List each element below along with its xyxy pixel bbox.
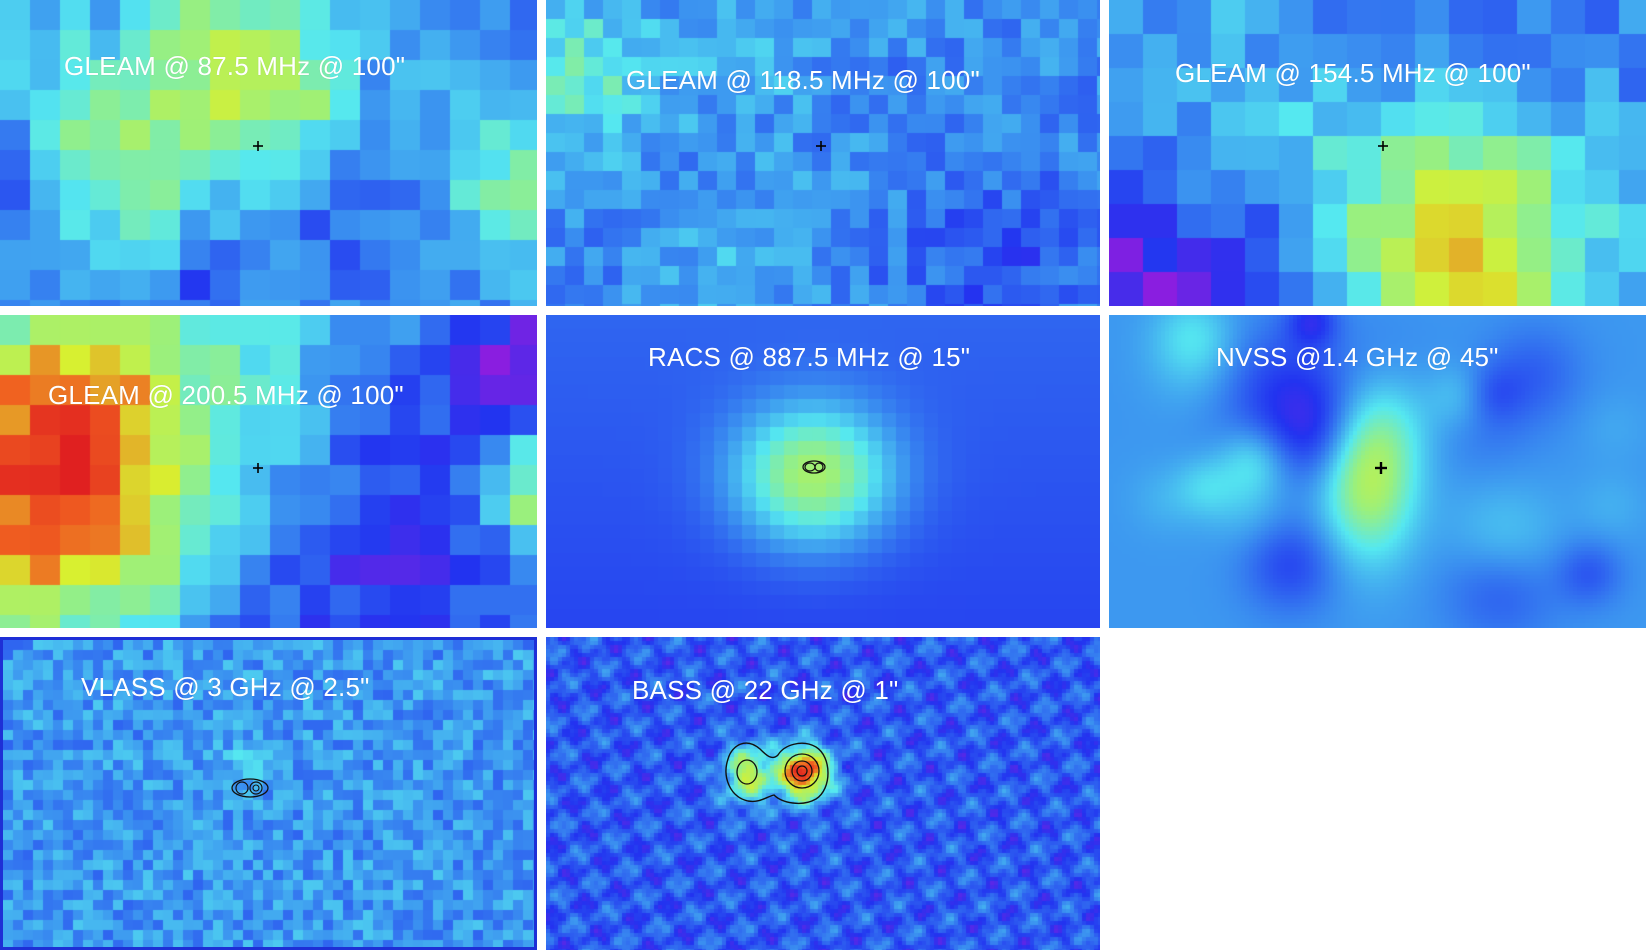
gleam-154-label: GLEAM @ 154.5 MHz @ 100" xyxy=(1175,58,1531,88)
vlass-overlay xyxy=(231,778,269,798)
contour-right-peak xyxy=(796,765,808,777)
racs-label: RACS @ 887.5 MHz @ 15" xyxy=(648,342,971,372)
racs-overlay xyxy=(802,460,826,474)
gleam-154-panel: GLEAM @ 154.5 MHz @ 100" xyxy=(1109,0,1646,306)
contour-inner-left xyxy=(235,781,249,795)
gleam-200-label: GLEAM @ 200.5 MHz @ 100" xyxy=(48,380,404,410)
gleam-87-image xyxy=(0,0,537,306)
bass-overlay xyxy=(725,742,829,805)
gleam-87-overlay xyxy=(253,141,263,151)
gleam-118-label: GLEAM @ 118.5 MHz @ 100" xyxy=(626,65,980,95)
gleam-154-overlay xyxy=(1378,141,1388,151)
nvss-overlay xyxy=(1375,462,1387,474)
contour-inner-right xyxy=(249,781,263,795)
contour-inner-left xyxy=(804,462,816,472)
gleam-87-panel: GLEAM @ 87.5 MHz @ 100" xyxy=(0,0,537,306)
gleam-200-image xyxy=(0,315,537,628)
racs-image xyxy=(546,315,1100,628)
racs-panel: RACS @ 887.5 MHz @ 15" xyxy=(546,315,1100,628)
bass-panel: BASS @ 22 GHz @ 1" xyxy=(546,637,1100,950)
contour-right-lobe xyxy=(784,753,820,789)
bass-label: BASS @ 22 GHz @ 1" xyxy=(632,675,899,705)
nvss-label: NVSS @1.4 GHz @ 45" xyxy=(1216,342,1499,372)
contour-core xyxy=(252,784,260,792)
contour-right-core xyxy=(791,760,813,782)
nvss-image xyxy=(1109,315,1646,628)
gleam-200-overlay xyxy=(253,463,263,473)
bass-image xyxy=(546,637,1100,950)
gleam-154-image xyxy=(1109,0,1646,306)
vlass-panel: VLASS @ 3 GHz @ 2.5" xyxy=(0,637,537,950)
contour-outer xyxy=(725,742,829,805)
gleam-87-label: GLEAM @ 87.5 MHz @ 100" xyxy=(64,51,406,81)
gleam-118-overlay xyxy=(816,141,826,151)
gleam-200-panel: GLEAM @ 200.5 MHz @ 100" xyxy=(0,315,537,628)
contour-outer xyxy=(802,460,826,474)
contour-left-lobe xyxy=(736,759,758,785)
gleam-118-panel: GLEAM @ 118.5 MHz @ 100" xyxy=(546,0,1100,306)
gleam-118-image xyxy=(546,0,1100,306)
contour-inner-right xyxy=(814,462,824,472)
vlass-image xyxy=(3,640,534,947)
nvss-panel: NVSS @1.4 GHz @ 45" xyxy=(1109,315,1646,628)
contour-outer xyxy=(231,778,269,798)
vlass-label: VLASS @ 3 GHz @ 2.5" xyxy=(81,672,370,702)
